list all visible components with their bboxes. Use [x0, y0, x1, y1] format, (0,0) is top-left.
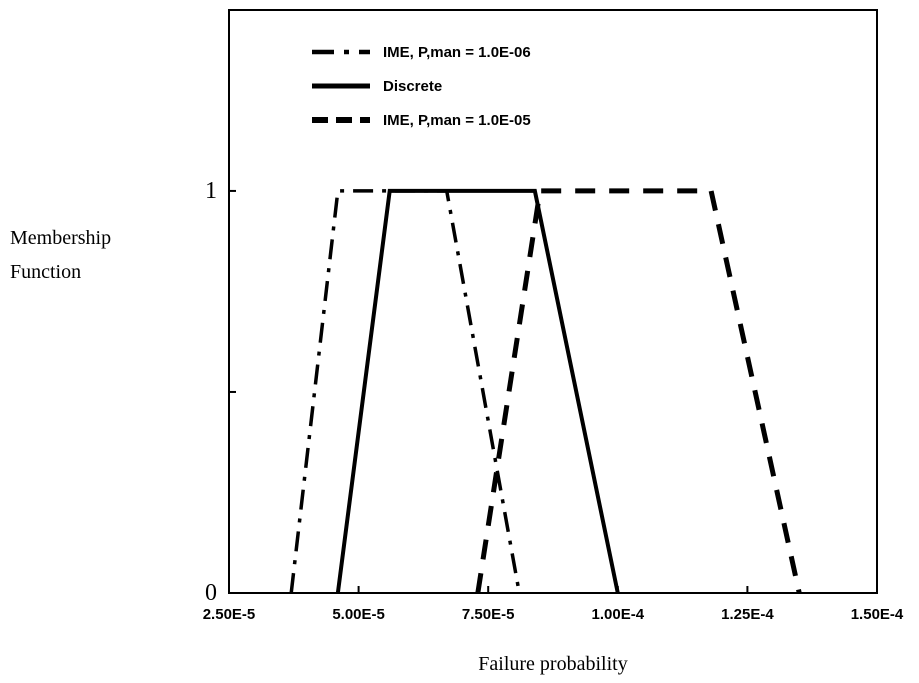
x-tick-label: 1.25E-4	[721, 606, 774, 623]
axis-ticks: 2.50E-5 5.00E-5 7.50E-5 1.00E-4 1.25E-4 1.50E…	[203, 178, 904, 623]
x-tick-label: 5.00E-5	[332, 606, 385, 623]
legend: IME, P,man = 1.0E-06 Discrete IME, P,man =…	[312, 44, 531, 129]
y-axis-title-line-1: Membership	[10, 227, 111, 249]
series-line-1	[289, 189, 522, 594]
legend-label-1: IME, P,man = 1.0E-06	[383, 44, 531, 61]
y-tick-label: 0	[205, 580, 217, 606]
series-lines	[289, 188, 802, 594]
y-tick-label: 1	[205, 178, 217, 204]
legend-label-3: IME, P,man = 1.0E-05	[383, 112, 531, 129]
x-axis-title: Failure probability	[478, 653, 627, 675]
x-tick-label: 1.50E-4	[851, 606, 904, 623]
x-tick-label: 2.50E-5	[203, 606, 256, 623]
plot-frame	[228, 9, 878, 594]
series-line-3	[475, 188, 802, 594]
x-tick-label: 7.50E-5	[462, 606, 515, 623]
y-axis-title-line-2: Function	[10, 261, 81, 283]
legend-label-2: Discrete	[383, 78, 442, 95]
series-line-2	[335, 188, 620, 594]
y-axis-title: Membership Function	[10, 227, 111, 283]
x-tick-label: 1.00E-4	[592, 606, 645, 623]
